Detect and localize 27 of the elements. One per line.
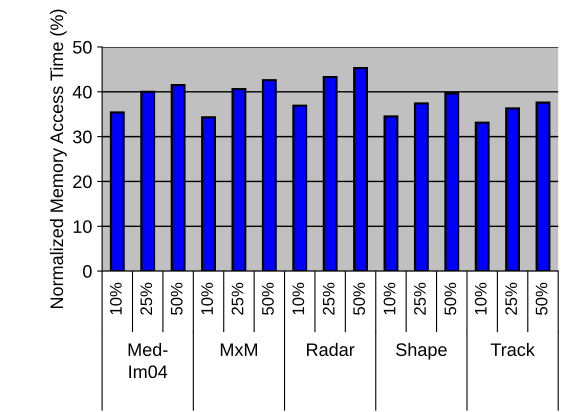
x-tick-label: 10% [474,282,487,314]
y-tick-label: 50 [73,40,92,54]
x-tick-label: 25% [232,282,244,315]
y-tick-label: 0 [83,265,92,278]
x-tick-label: 50% [353,282,366,315]
x-tick-label: 10% [201,282,213,314]
y-tick-label: 10 [74,220,92,233]
x-tick-label: 10% [292,282,304,314]
text: Med- Im04 [128,342,168,378]
y-tick-label: 40 [72,86,92,99]
x-tick-label: 50% [536,282,548,315]
text: Track [490,342,535,356]
x-tick-label: 50% [262,282,274,315]
x-tick-label: 25% [505,282,518,315]
y-axis-title: Normalized Memory Access Time (%) [50,10,67,308]
x-tick-label: 50% [170,282,183,315]
x-tick-label: 25% [414,282,426,315]
x-tick-label: 25% [140,282,152,315]
text: Radar [307,342,354,356]
y-tick-label: 20 [73,175,92,188]
x-tick-label: 50% [444,282,456,315]
text: MxM [220,343,258,356]
x-tick-label: 25% [322,282,335,315]
x-tick-label: 10% [110,282,122,314]
text: Shape [396,342,447,360]
x-tick-label: 10% [384,282,396,314]
y-tick-label: 30 [72,130,92,144]
